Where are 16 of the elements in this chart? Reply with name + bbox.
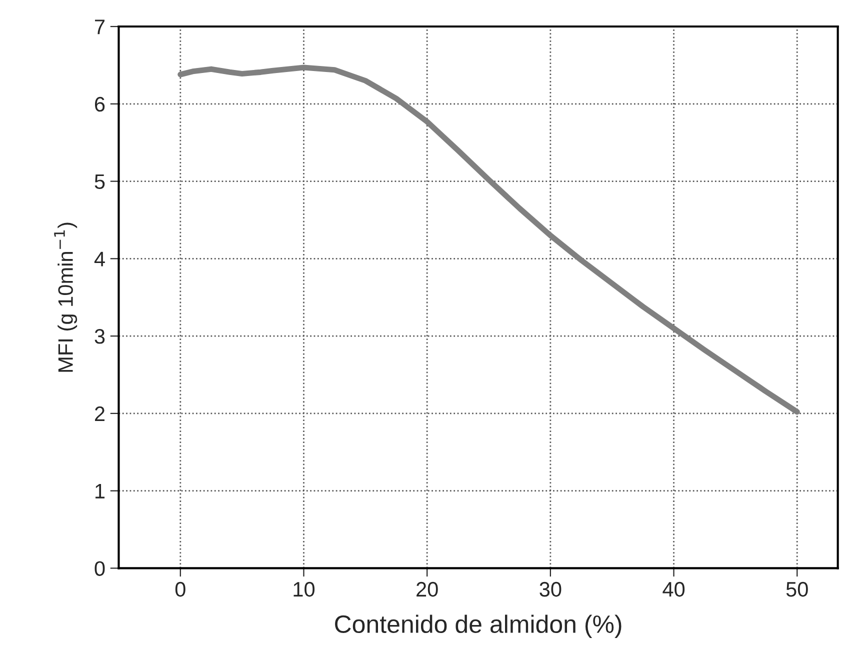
y-tick-label: 7	[95, 20, 104, 34]
y-tick-label: 3	[94, 329, 105, 344]
x-tick-label: 40	[662, 582, 685, 597]
x-axis-title: Contenido de almidon (%)	[335, 614, 622, 638]
y-tick-label: 0	[94, 561, 105, 576]
y-tick-label: 4	[94, 252, 105, 266]
y-tick-label: 6	[95, 96, 105, 112]
x-tick-label: 0	[175, 582, 186, 597]
x-tick-label: 50	[786, 582, 808, 597]
x-tick-label: 10	[294, 582, 315, 597]
y-axis-title: MFI (g 10min$^{−1}$)	[54, 222, 78, 372]
y-tick-label: 5	[94, 174, 105, 190]
y-tick-label: 2	[94, 406, 104, 421]
x-tick-label: 30	[540, 582, 562, 597]
x-tick-label: 20	[416, 582, 438, 597]
y-tick-label: 1	[96, 484, 105, 498]
